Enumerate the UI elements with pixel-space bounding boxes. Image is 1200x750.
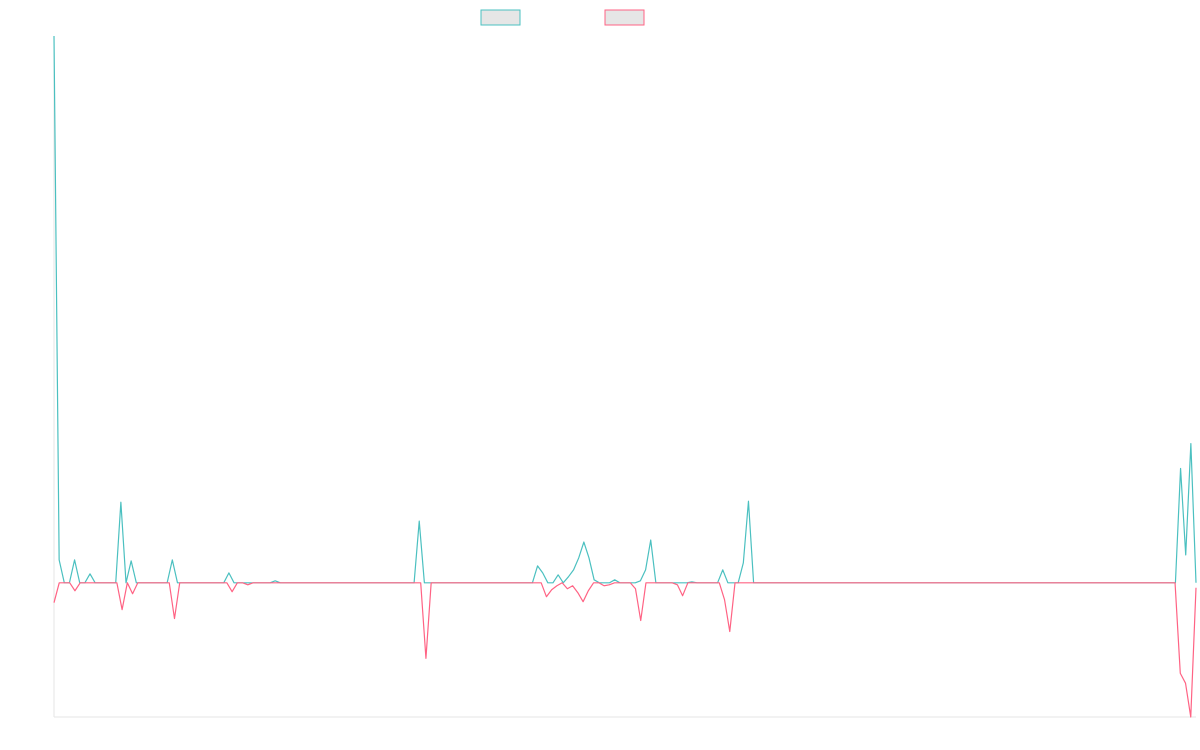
series-line-2 <box>53 582 1197 718</box>
legend-item-series-1[interactable] <box>480 9 521 26</box>
legend-swatch-series-2 <box>604 9 645 26</box>
chart-legend[interactable] <box>480 9 645 26</box>
legend-item-series-2[interactable] <box>604 9 645 26</box>
series-layer <box>53 35 1197 718</box>
series-line-1 <box>53 35 1197 584</box>
legend-swatch-series-1 <box>480 9 521 26</box>
